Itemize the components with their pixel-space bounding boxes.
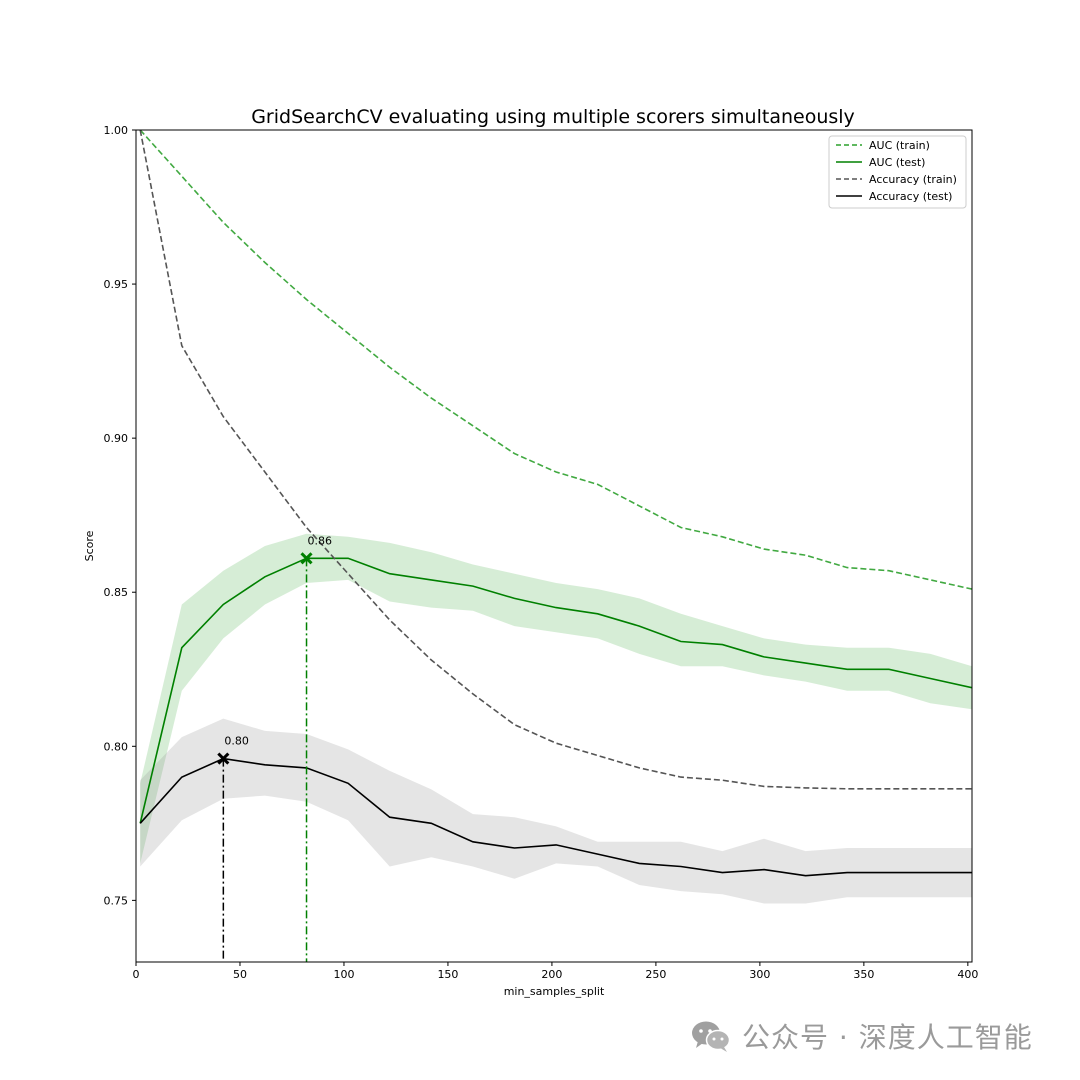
x-tick-label: 150: [437, 968, 458, 981]
x-axis-ticks: 0 50 100 150 200 250 300 350 400: [133, 962, 978, 981]
y-tick-label: 0.90: [104, 432, 129, 445]
plot-area-frame: [135, 129, 973, 963]
confidence-bands: [140, 533, 972, 904]
legend-label-accuracy-test: Accuracy (test): [869, 190, 952, 203]
best-score-guides: [222, 558, 308, 962]
line-accuracy-test: [139, 757, 972, 877]
legend-label-accuracy-train: Accuracy (train): [869, 173, 957, 186]
marker-label-accuracy-test: 0.80: [224, 735, 249, 748]
x-tick-label: 300: [749, 968, 770, 981]
legend-label-auc-test: AUC (test): [869, 156, 925, 169]
marker-auc-test: [300, 552, 313, 565]
y-tick-label: 0.75: [104, 894, 129, 907]
x-axis-label: min_samples_split: [504, 985, 605, 998]
x-tick-label: 400: [957, 968, 978, 981]
line-auc-train: [139, 130, 972, 590]
chart-title: GridSearchCV evaluating using multiple s…: [251, 106, 855, 128]
x-tick-label: 200: [541, 968, 562, 981]
watermark-text: 公众号 · 深度人工智能: [742, 1021, 1033, 1054]
wechat-icon: [692, 1021, 731, 1052]
marker-accuracy-test: [217, 752, 230, 765]
x-tick-label: 350: [853, 968, 874, 981]
legend-label-auc-train: AUC (train): [869, 139, 930, 152]
band-accuracy-test: [140, 718, 972, 904]
x-tick-label: 250: [645, 968, 666, 981]
y-axis-ticks: 0.75 0.80 0.85 0.90 0.95 1.00: [104, 124, 136, 907]
y-tick-label: 0.95: [104, 278, 129, 291]
marker-label-auc-test: 0.86: [308, 534, 333, 547]
legend-box: [828, 135, 967, 209]
x-tick-label: 50: [233, 968, 247, 981]
line-accuracy-train: [139, 130, 972, 790]
line-auc-test: [139, 557, 972, 824]
y-tick-label: 0.80: [104, 740, 129, 753]
x-tick-label: 0: [133, 968, 140, 981]
y-tick-label: 1.00: [104, 124, 129, 137]
y-tick-label: 0.85: [104, 586, 129, 599]
legend: AUC (train) AUC (test) Accuracy (train) Acc…: [828, 135, 967, 209]
band-auc-test: [140, 533, 972, 864]
x-tick-label: 100: [333, 968, 354, 981]
best-score-markers: 0.86 0.80: [217, 534, 333, 765]
y-axis-label: Score: [83, 530, 96, 561]
watermark: 公众号 · 深度人工智能: [690, 1012, 1033, 1060]
series-lines: [139, 130, 972, 877]
